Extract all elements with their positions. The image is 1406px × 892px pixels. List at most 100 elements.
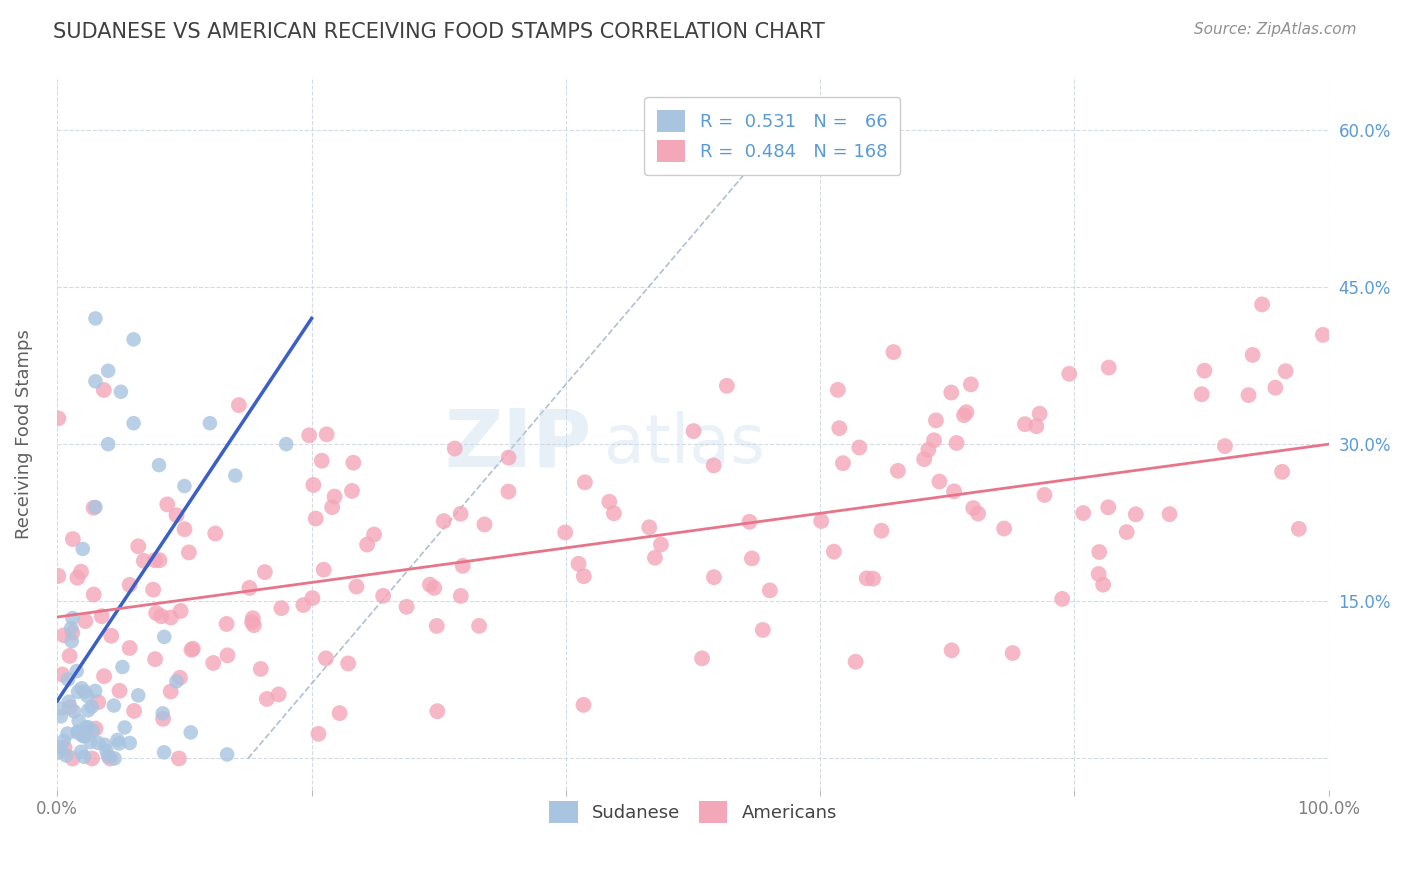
Point xyxy=(960,377,983,392)
Point xyxy=(307,727,329,741)
Point xyxy=(132,554,155,568)
Point xyxy=(451,558,474,573)
Point xyxy=(312,563,335,577)
Point xyxy=(759,583,782,598)
Point xyxy=(166,508,188,523)
Point xyxy=(67,714,90,728)
Point xyxy=(962,501,984,516)
Point xyxy=(177,545,200,559)
Point xyxy=(153,745,176,759)
Point xyxy=(690,651,713,665)
Point xyxy=(127,689,149,703)
Point xyxy=(1028,407,1050,421)
Point xyxy=(443,442,465,456)
Point xyxy=(98,751,121,765)
Point xyxy=(267,688,290,702)
Point xyxy=(114,721,136,735)
Point xyxy=(682,424,704,438)
Point xyxy=(108,737,131,751)
Point xyxy=(52,628,75,642)
Point xyxy=(84,684,107,698)
Point xyxy=(49,701,72,715)
Point xyxy=(1237,388,1260,402)
Point xyxy=(60,634,83,648)
Point xyxy=(848,441,870,455)
Point xyxy=(468,619,491,633)
Point xyxy=(217,648,239,663)
Point xyxy=(922,434,945,448)
Point xyxy=(84,500,107,514)
Point xyxy=(276,437,298,451)
Point xyxy=(73,724,96,739)
Point xyxy=(93,383,115,397)
Point xyxy=(215,617,238,632)
Point xyxy=(80,699,103,714)
Point xyxy=(97,437,120,451)
Point xyxy=(474,517,496,532)
Point xyxy=(153,630,176,644)
Point xyxy=(419,577,441,591)
Point xyxy=(93,669,115,683)
Point xyxy=(302,478,325,492)
Point xyxy=(498,450,520,465)
Point xyxy=(738,515,761,529)
Point xyxy=(1033,488,1056,502)
Point xyxy=(49,709,72,723)
Point xyxy=(1241,348,1264,362)
Point xyxy=(1088,545,1111,559)
Point xyxy=(644,550,666,565)
Point xyxy=(752,623,775,637)
Point xyxy=(1251,297,1274,311)
Point xyxy=(337,657,360,671)
Point xyxy=(887,464,910,478)
Point xyxy=(1115,524,1137,539)
Point xyxy=(108,683,131,698)
Point xyxy=(228,398,250,412)
Point xyxy=(70,745,93,759)
Point xyxy=(242,611,264,625)
Point xyxy=(298,428,321,442)
Point xyxy=(1092,577,1115,591)
Point xyxy=(111,660,134,674)
Point xyxy=(173,479,195,493)
Point xyxy=(118,736,141,750)
Point xyxy=(59,700,82,714)
Point xyxy=(83,588,105,602)
Point xyxy=(73,684,96,698)
Point xyxy=(83,500,105,515)
Point xyxy=(48,746,70,760)
Legend: Sudanese, Americans: Sudanese, Americans xyxy=(538,790,848,834)
Point xyxy=(1001,646,1024,660)
Point xyxy=(433,514,456,528)
Point xyxy=(160,610,183,624)
Point xyxy=(832,456,855,470)
Point xyxy=(165,674,187,689)
Point xyxy=(943,484,966,499)
Point xyxy=(1194,364,1216,378)
Point xyxy=(76,689,98,703)
Point xyxy=(810,514,832,528)
Point xyxy=(60,625,83,640)
Point xyxy=(243,618,266,632)
Point xyxy=(79,735,101,749)
Point xyxy=(66,724,89,739)
Point xyxy=(75,729,97,743)
Point xyxy=(94,738,117,752)
Point xyxy=(107,733,129,747)
Point xyxy=(253,565,276,579)
Point xyxy=(46,411,69,425)
Point xyxy=(1264,381,1286,395)
Point xyxy=(1050,591,1073,606)
Point xyxy=(122,332,145,346)
Point xyxy=(97,364,120,378)
Point xyxy=(67,685,90,699)
Point xyxy=(72,729,94,743)
Point xyxy=(80,751,103,765)
Point xyxy=(567,557,589,571)
Text: atlas: atlas xyxy=(605,411,765,477)
Point xyxy=(143,652,166,666)
Point xyxy=(395,599,418,614)
Point xyxy=(928,475,950,489)
Point xyxy=(145,606,167,620)
Point xyxy=(62,751,84,765)
